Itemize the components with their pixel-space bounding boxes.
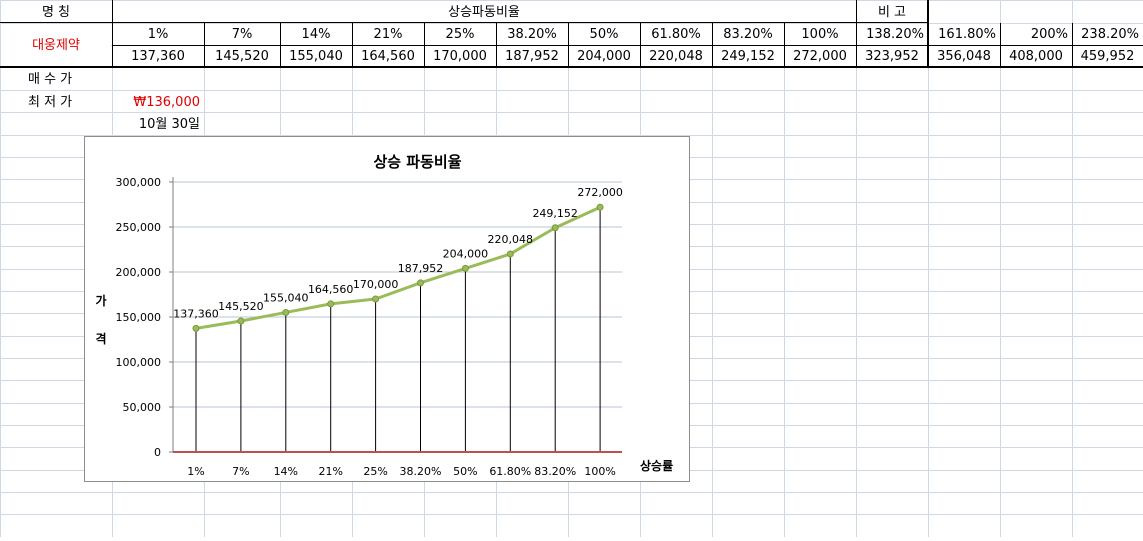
data-point (417, 279, 424, 287)
x-tick-label: 38.20% (400, 465, 442, 478)
data-point (596, 203, 604, 211)
price-cell[interactable]: 272,000 (793, 49, 847, 64)
y-tick-label: 300,000 (116, 176, 162, 189)
low-price-label-cell[interactable]: 최 저 가 (28, 94, 73, 110)
data-label: 137,360 (173, 307, 219, 320)
x-tick-label: 1% (187, 465, 204, 478)
x-tick-label: 83.20% (534, 465, 576, 478)
data-label: 145,520 (218, 300, 264, 313)
percent-cell[interactable]: 138.20% (866, 27, 924, 42)
percent-cell[interactable]: 61.80% (651, 27, 701, 42)
x-tick-label: 61.80% (489, 465, 531, 478)
y-tick-label: 250,000 (116, 221, 162, 234)
price-cell[interactable]: 145,520 (215, 49, 269, 64)
x-axis-title: 상승률 (640, 458, 673, 473)
y-tick-label: 0 (154, 446, 161, 459)
percent-cell[interactable]: 161.80% (938, 27, 996, 42)
data-point (551, 224, 559, 232)
price-cell[interactable]: 137,360 (131, 49, 185, 64)
data-point (506, 250, 514, 258)
data-label: 155,040 (263, 291, 309, 304)
data-label: 187,952 (398, 262, 444, 275)
chart-title: 상승 파동비율 (373, 153, 461, 171)
data-point (282, 308, 290, 316)
percent-cell[interactable]: 14% (301, 27, 331, 42)
company-name-cell[interactable]: 대웅제약 (32, 37, 80, 53)
data-point (372, 295, 380, 303)
price-cell[interactable]: 164,560 (361, 49, 415, 64)
percent-cell[interactable]: 238.20% (1081, 27, 1139, 42)
price-cell[interactable]: 187,952 (505, 49, 559, 64)
series-line (195, 205, 601, 330)
percent-cell[interactable]: 100% (801, 27, 839, 42)
x-tick-label: 50% (453, 465, 477, 478)
data-label: 220,048 (488, 233, 534, 246)
percent-cell[interactable]: 21% (373, 27, 403, 42)
chart-wave-ratio[interactable]: 상승 파동비율 0 50,000 100,000 150,000 200,000 250,0… (84, 136, 690, 482)
data-label: 170,000 (353, 278, 399, 291)
ratio-header-cell[interactable]: 상승파동비율 (448, 4, 520, 20)
low-price-value-cell[interactable]: ₩136,000 (133, 94, 200, 110)
chart-svg: 상승 파동비율 0 50,000 100,000 150,000 200,000 250,0… (95, 153, 673, 478)
price-cell[interactable]: 249,152 (721, 49, 775, 64)
price-cell[interactable]: 356,048 (937, 49, 991, 64)
price-cell[interactable]: 204,000 (577, 49, 631, 64)
percent-cell[interactable]: 200% (1030, 27, 1068, 42)
price-cell[interactable]: 408,000 (1009, 49, 1063, 64)
y-tick-label: 50,000 (123, 401, 162, 414)
x-tick-label: 21% (318, 465, 342, 478)
data-label: 249,152 (532, 207, 578, 220)
price-cell[interactable]: 170,000 (433, 49, 487, 64)
data-label: 272,000 (577, 186, 623, 199)
percent-cell[interactable]: 38.20% (507, 27, 557, 42)
percent-cell[interactable]: 1% (147, 27, 169, 42)
data-point (327, 300, 335, 308)
percent-cell[interactable]: 83.20% (723, 27, 773, 42)
price-cell[interactable]: 155,040 (289, 49, 343, 64)
name-header-cell[interactable]: 명 칭 (41, 4, 71, 20)
price-cell[interactable]: 220,048 (649, 49, 703, 64)
x-tick-label: 14% (274, 465, 298, 478)
y-tick-label: 200,000 (116, 266, 162, 279)
data-point (192, 324, 200, 332)
data-point (461, 264, 469, 272)
note-header-cell[interactable]: 비 고 (877, 4, 907, 20)
price-cell[interactable]: 459,952 (1080, 49, 1135, 64)
data-label: 164,560 (308, 283, 354, 296)
x-tick-label: 25% (363, 465, 387, 478)
data-label: 204,000 (443, 247, 489, 260)
price-cell[interactable]: 323,952 (865, 49, 919, 64)
x-tick-label: 100% (584, 465, 615, 478)
percent-cell[interactable]: 7% (231, 27, 253, 42)
y-tick-label: 100,000 (116, 356, 162, 369)
x-tick-label: 7% (232, 465, 249, 478)
y-tick-label: 150,000 (116, 311, 162, 324)
date-cell[interactable]: 10월 30일 (138, 116, 200, 132)
buy-price-label-cell[interactable]: 매 수 가 (28, 71, 73, 87)
percent-cell[interactable]: 25% (445, 27, 475, 42)
percent-cell[interactable]: 50% (589, 27, 619, 42)
data-point (237, 317, 245, 325)
